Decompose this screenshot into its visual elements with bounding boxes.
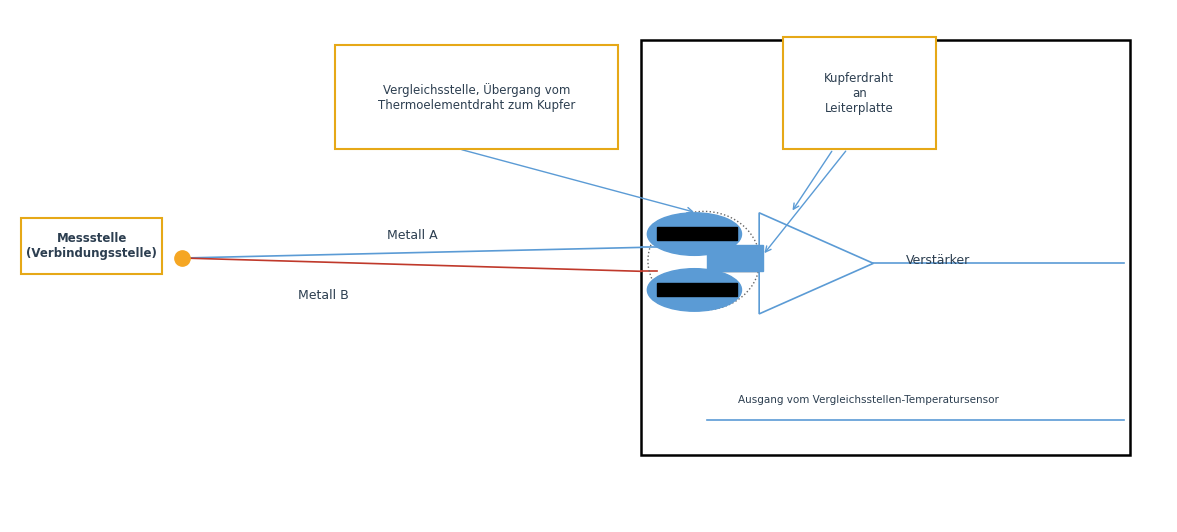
Text: Messstelle
(Verbindungsstelle): Messstelle (Verbindungsstelle) xyxy=(26,232,158,260)
Text: Metall A: Metall A xyxy=(386,229,438,242)
Polygon shape xyxy=(759,213,873,314)
Bar xyxy=(707,245,763,271)
Bar xyxy=(21,218,162,274)
Text: Kupferdraht
an
Leiterplatte: Kupferdraht an Leiterplatte xyxy=(824,72,895,114)
Text: Verstärker: Verstärker xyxy=(906,254,971,267)
Ellipse shape xyxy=(647,213,742,255)
Bar xyxy=(657,227,737,240)
Text: Ausgang vom Vergleichsstellen-Temperatursensor: Ausgang vom Vergleichsstellen-Temperatur… xyxy=(738,395,999,405)
Bar xyxy=(657,283,737,296)
Text: Metall B: Metall B xyxy=(298,289,350,302)
Bar xyxy=(335,45,618,149)
Text: Vergleichsstelle, Übergang vom
Thermoelementdraht zum Kupfer: Vergleichsstelle, Übergang vom Thermoele… xyxy=(378,82,576,112)
Bar xyxy=(641,40,1130,455)
Ellipse shape xyxy=(647,269,742,311)
Bar xyxy=(783,37,936,149)
